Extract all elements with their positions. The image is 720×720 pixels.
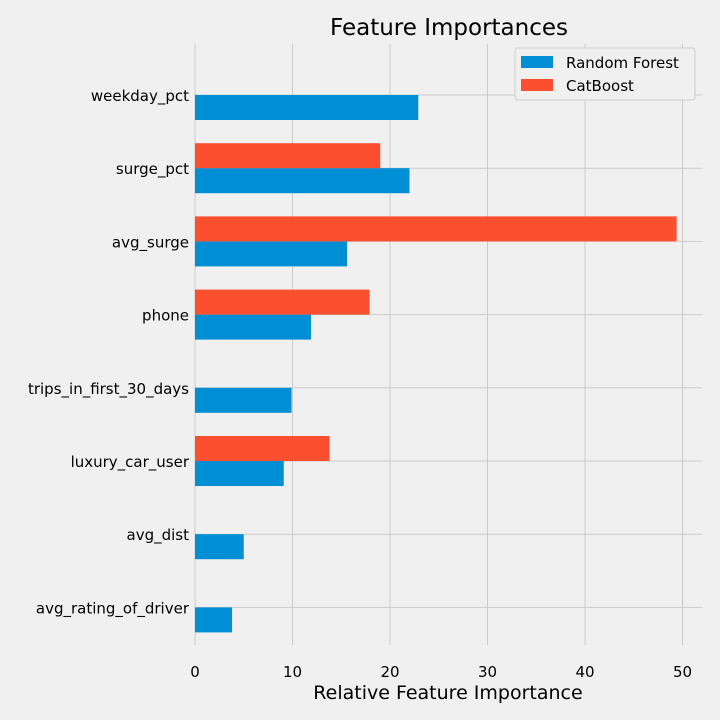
legend: Random Forest CatBoost — [514, 47, 696, 101]
bar-random-forest-avg-dist — [195, 534, 244, 560]
x-tick-label: 10 — [283, 663, 302, 681]
bar-random-forest-phone — [195, 314, 312, 340]
x-axis-label: Relative Feature Importance — [313, 682, 582, 704]
bar-catboost-luxury-car-user — [195, 436, 330, 461]
x-tick-label: 50 — [673, 663, 692, 681]
x-tick-labels: 0 10 20 30 40 50 — [190, 663, 692, 681]
y-tick-label: avg_rating_of_driver — [36, 599, 190, 618]
legend-box — [514, 47, 696, 101]
y-tick-label: trips_in_first_30_days — [28, 380, 189, 399]
bar-catboost-phone — [195, 289, 370, 315]
y-tick-label: luxury_car_user — [71, 453, 190, 472]
y-tick-label: avg_dist — [127, 526, 190, 545]
chart-title: Feature Importances — [330, 15, 568, 41]
bar-catboost-avg-surge — [195, 216, 677, 242]
legend-swatch-random-forest — [521, 56, 553, 68]
bar-random-forest-weekday-pct — [195, 95, 419, 120]
bar-random-forest-avg-rating-of-driver — [195, 607, 233, 633]
x-tick-label: 0 — [190, 663, 200, 681]
bar-catboost-surge-pct — [195, 143, 381, 169]
legend-label-random-forest: Random Forest — [566, 54, 679, 72]
y-tick-label: weekday_pct — [91, 87, 189, 106]
bars — [195, 95, 677, 633]
x-tick-label: 40 — [575, 663, 594, 681]
grid-lines — [194, 44, 702, 645]
bar-random-forest-trips-in-first-30-days — [195, 387, 292, 413]
y-tick-label: avg_surge — [112, 233, 189, 252]
bar-random-forest-luxury-car-user — [195, 461, 284, 486]
y-tick-label: surge_pct — [116, 160, 189, 179]
y-tick-label: phone — [142, 307, 189, 325]
bar-random-forest-avg-surge — [195, 241, 348, 267]
x-tick-label: 30 — [478, 663, 497, 681]
legend-swatch-catboost — [521, 79, 553, 91]
x-tick-label: 20 — [380, 663, 399, 681]
legend-label-catboost: CatBoost — [566, 77, 634, 95]
bar-random-forest-surge-pct — [195, 168, 410, 194]
